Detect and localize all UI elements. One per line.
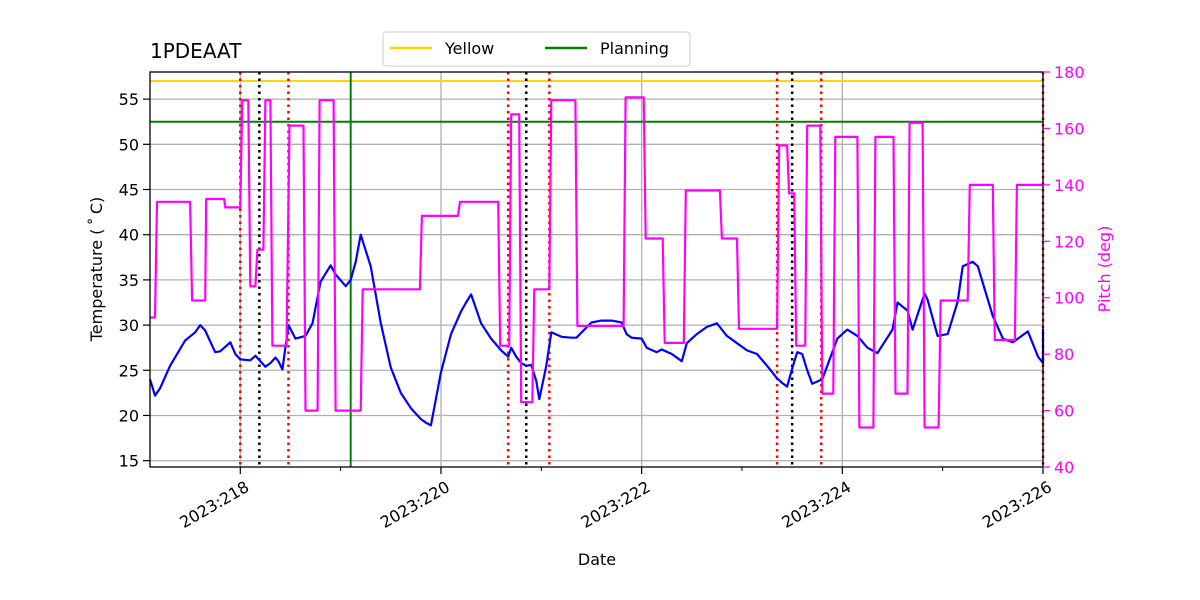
chart-title: 1PDEAAT [150,39,242,63]
pitch-series-line [150,96,1043,429]
y2-tick-label: 160 [1054,119,1085,138]
y2-tick-label: 100 [1054,289,1085,308]
y-tick-label: 50 [119,135,139,154]
legend-box [382,31,691,67]
y-axis-title: Temperature ( ˚ C) [87,197,106,342]
y-tick-label: 15 [119,452,139,471]
legend-label-planning: Planning [600,39,669,58]
y-tick-label: 20 [119,406,139,425]
threshold-lines [150,80,1043,123]
y-tick-label: 45 [119,181,139,200]
y2-tick-label: 180 [1054,63,1085,82]
y-tick-label: 40 [119,226,139,245]
y2-tick-label: 140 [1054,176,1085,195]
y2-tick-label: 40 [1054,458,1074,477]
y2-tick-label: 80 [1054,345,1074,364]
y2-axis-title: Pitch (deg) [1095,226,1114,313]
y-tick-label: 55 [119,90,139,109]
x-axis-title: Date [578,550,616,569]
y-tick-label: 30 [119,316,139,335]
legend: Yellow Planning [382,31,691,67]
y-tick-label: 25 [119,361,139,380]
y-tick-label: 35 [119,271,139,290]
plot-frame [149,71,1044,468]
legend-label-yellow: Yellow [444,39,494,58]
series [148,96,1045,429]
y2-tick-label: 60 [1054,402,1074,421]
temperature-series-line [148,233,1045,427]
y2-tick-label: 120 [1054,232,1085,251]
